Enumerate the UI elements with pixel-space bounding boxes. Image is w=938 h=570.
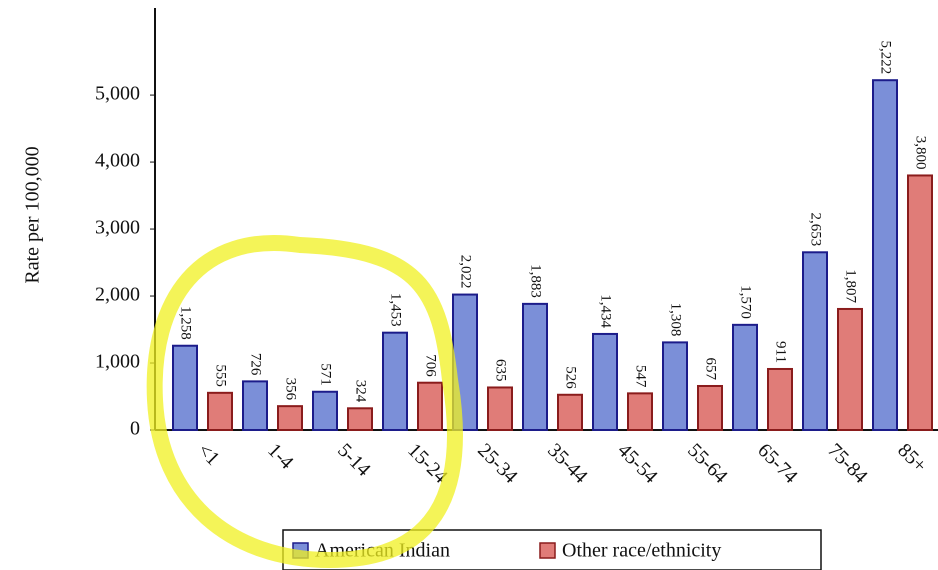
value-label: 911 bbox=[773, 341, 789, 363]
x-tick-label: 65-74 bbox=[753, 439, 802, 488]
x-tick-label: 45-54 bbox=[613, 439, 662, 488]
value-label: 2,022 bbox=[458, 255, 474, 289]
bar bbox=[417, 381, 443, 431]
x-tick-label: 75-84 bbox=[823, 439, 872, 488]
y-tick-label: 3,000 bbox=[95, 217, 140, 239]
value-label: 635 bbox=[493, 359, 509, 382]
y-tick-label: 1,000 bbox=[95, 351, 140, 373]
y-tick-label: 5,000 bbox=[95, 83, 140, 105]
x-tick-label: 85+ bbox=[893, 439, 931, 477]
y-tick-label: 2,000 bbox=[95, 284, 140, 306]
value-label: 1,258 bbox=[178, 306, 194, 340]
value-label: 2,653 bbox=[808, 213, 824, 247]
bar bbox=[207, 391, 233, 432]
bar bbox=[592, 332, 618, 431]
value-label: 356 bbox=[283, 378, 299, 401]
value-label: 1,807 bbox=[843, 269, 859, 303]
value-label: 1,308 bbox=[668, 303, 684, 337]
bar bbox=[382, 331, 408, 431]
legend-swatch bbox=[539, 542, 556, 559]
bar bbox=[767, 367, 793, 431]
value-label: 706 bbox=[423, 354, 439, 377]
bar bbox=[312, 390, 338, 432]
bar bbox=[662, 341, 688, 431]
value-label: 1,570 bbox=[738, 285, 754, 319]
y-tick-label: 0 bbox=[130, 418, 140, 440]
value-label: 526 bbox=[563, 366, 579, 389]
highlight-circle bbox=[146, 235, 463, 569]
x-tick-label: 25-34 bbox=[473, 439, 522, 488]
x-tick-label: 55-64 bbox=[683, 439, 732, 488]
value-label: 1,883 bbox=[528, 264, 544, 298]
value-label: 1,434 bbox=[598, 294, 614, 328]
bar bbox=[277, 405, 303, 432]
bar bbox=[627, 392, 653, 431]
y-axis-label: Rate per 100,000 bbox=[22, 146, 44, 283]
bar bbox=[242, 380, 268, 432]
legend-label: Other race/ethnicity bbox=[562, 540, 721, 562]
bar bbox=[557, 393, 583, 432]
value-label: 5,222 bbox=[878, 40, 894, 74]
value-label: 555 bbox=[213, 364, 229, 387]
value-label: 571 bbox=[318, 363, 334, 386]
x-tick-label: 1-4 bbox=[263, 439, 297, 473]
bar bbox=[732, 323, 758, 432]
value-label: 3,800 bbox=[913, 136, 929, 170]
x-tick-label: 35-44 bbox=[543, 439, 592, 488]
bar bbox=[907, 174, 933, 431]
x-tick-label: <1 bbox=[193, 439, 224, 470]
x-tick-label: 5-14 bbox=[333, 439, 374, 480]
value-label: 547 bbox=[633, 365, 649, 388]
bar bbox=[697, 384, 723, 431]
value-label: 324 bbox=[353, 380, 369, 403]
bar bbox=[487, 386, 513, 432]
value-label: 1,453 bbox=[388, 293, 404, 327]
bar bbox=[837, 307, 863, 431]
bar bbox=[802, 251, 828, 431]
y-tick-label: 4,000 bbox=[95, 150, 140, 172]
value-label: 657 bbox=[703, 357, 719, 380]
bar bbox=[347, 407, 373, 432]
value-label: 726 bbox=[248, 353, 264, 376]
bar bbox=[522, 302, 548, 432]
bar bbox=[872, 79, 898, 431]
bar bbox=[172, 344, 198, 432]
